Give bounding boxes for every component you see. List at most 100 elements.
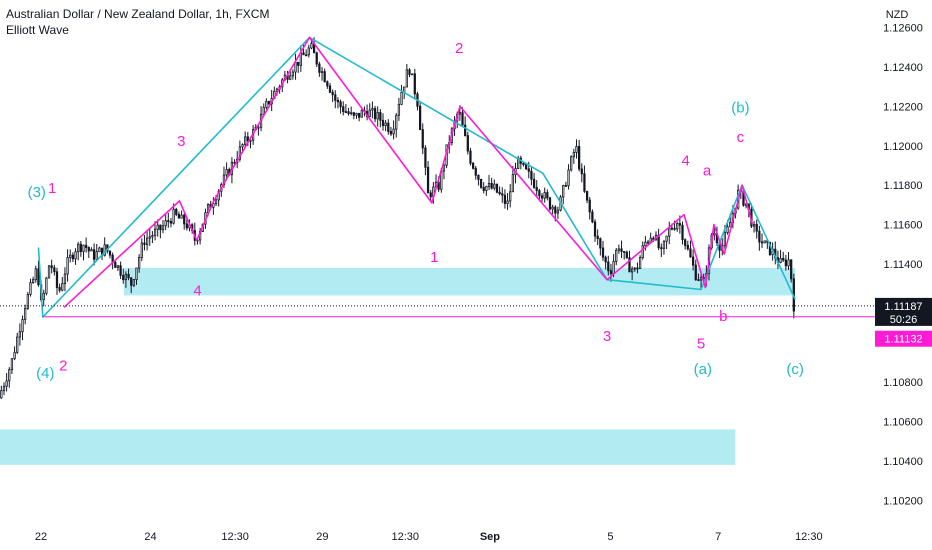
- candle: [623, 251, 626, 260]
- wave-label: 4: [193, 282, 201, 299]
- candle: [638, 255, 642, 269]
- candle-body: [74, 251, 77, 260]
- candle-body: [522, 162, 525, 166]
- candle: [548, 196, 552, 211]
- candle-body: [140, 242, 143, 258]
- candle: [530, 166, 533, 186]
- candle: [469, 147, 472, 166]
- candle: [291, 69, 295, 80]
- candle: [684, 238, 687, 250]
- candle: [503, 189, 507, 209]
- wave-label: 3: [177, 133, 185, 150]
- candle-body: [628, 257, 631, 273]
- countdown-timer: 50:26: [890, 314, 918, 326]
- candle: [477, 174, 480, 186]
- candle-body: [87, 247, 90, 252]
- candle-body: [540, 195, 544, 199]
- candle: [299, 45, 302, 73]
- candle: [53, 264, 56, 276]
- candle-body: [524, 164, 528, 170]
- candle: [665, 235, 668, 250]
- candle: [506, 192, 509, 210]
- wave-label: 4: [682, 152, 690, 169]
- candle: [620, 240, 623, 258]
- candle: [524, 163, 528, 170]
- candle-body: [495, 183, 499, 193]
- candle-body: [13, 351, 16, 360]
- candle: [77, 241, 80, 261]
- candle-body: [130, 277, 133, 286]
- candle: [511, 166, 515, 193]
- wave-label: (4): [36, 365, 54, 382]
- candle-body: [371, 108, 374, 111]
- candle-body: [238, 146, 241, 160]
- candle-body: [135, 267, 138, 281]
- candle-body: [670, 227, 674, 230]
- candle: [297, 61, 300, 73]
- candle-body: [2, 385, 6, 392]
- y-tick-label: 1.10800: [883, 377, 923, 389]
- candle-body: [114, 261, 117, 268]
- candle-body: [183, 214, 186, 225]
- candle-body: [10, 358, 14, 371]
- candles-layer: [0, 37, 795, 399]
- candle-body: [543, 192, 546, 199]
- candle: [114, 260, 117, 268]
- candle-body: [633, 267, 636, 270]
- candle: [551, 204, 554, 215]
- candle: [686, 240, 689, 251]
- candle: [63, 267, 67, 292]
- candle: [400, 85, 403, 106]
- candle-body: [604, 256, 607, 263]
- candle: [103, 237, 106, 257]
- candle-body: [214, 199, 218, 204]
- candle: [85, 237, 88, 253]
- candle-body: [646, 241, 650, 244]
- time-axis[interactable]: 22 24 12:30 29 12:30 Sep 5 7 12:30: [35, 531, 823, 543]
- candle-body: [153, 228, 157, 236]
- indicator-name[interactable]: Elliott Wave: [6, 23, 69, 37]
- candle: [599, 237, 602, 256]
- candle: [92, 243, 96, 266]
- candle: [305, 49, 308, 57]
- candle: [607, 255, 610, 276]
- candle-body: [376, 112, 379, 120]
- y-tick-label: 1.12400: [883, 62, 923, 74]
- candle: [413, 68, 416, 100]
- x-tick-label: 24: [144, 531, 156, 543]
- candle-body: [225, 169, 228, 176]
- symbol-title[interactable]: Australian Dollar / New Zealand Dollar, …: [6, 7, 270, 21]
- candle-body: [548, 197, 552, 210]
- candle: [471, 161, 475, 170]
- candle: [265, 98, 268, 110]
- waves-layer: [37, 36, 796, 318]
- candle-body: [53, 267, 56, 273]
- x-tick-label: 12:30: [392, 531, 420, 543]
- candle: [387, 119, 390, 135]
- candle: [347, 107, 350, 116]
- candle: [26, 291, 29, 310]
- candle-body: [429, 192, 432, 198]
- candle: [572, 148, 575, 164]
- candle-body: [294, 61, 297, 73]
- candle-body: [145, 237, 149, 245]
- candle-body: [90, 249, 93, 252]
- candle-body: [103, 244, 106, 256]
- candle: [691, 249, 695, 271]
- candle-body: [344, 111, 348, 114]
- candle-body: [471, 162, 475, 169]
- candle: [61, 277, 64, 292]
- candle: [58, 283, 61, 293]
- x-tick-label: 22: [35, 531, 47, 543]
- current-price-value: 1.11187: [884, 301, 922, 313]
- candle: [289, 70, 292, 81]
- candle-body: [498, 191, 501, 195]
- price-axis[interactable]: NZD 1.12600 1.12400 1.12200 1.12000 1.11800 1.…: [883, 9, 923, 507]
- candle: [145, 230, 149, 251]
- candle-body: [729, 222, 732, 228]
- candle-body: [34, 268, 37, 281]
- candle: [641, 241, 644, 260]
